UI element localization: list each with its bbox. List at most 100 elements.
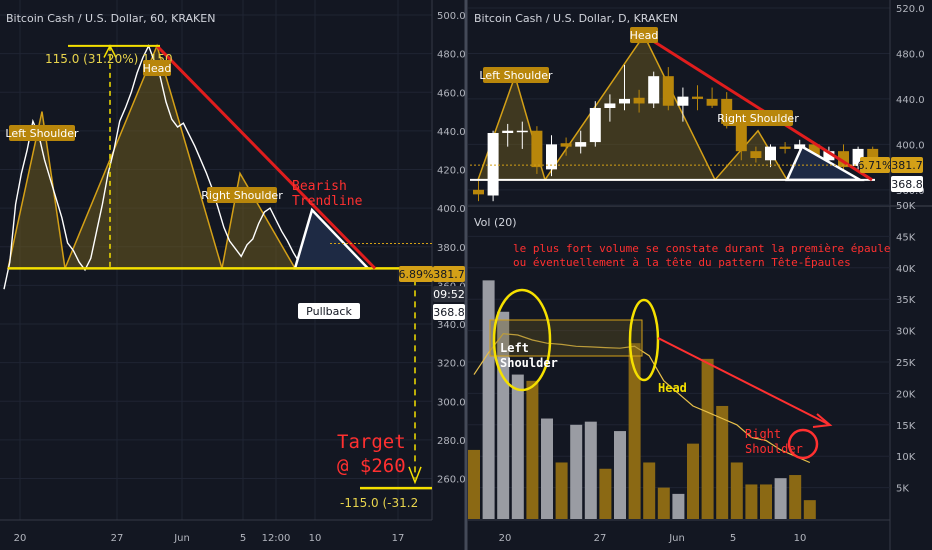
left-y-tick: 260.0 bbox=[437, 475, 466, 486]
left-shoulder-label-bg bbox=[9, 125, 75, 141]
daily-change-badge-text: 6.71% bbox=[858, 159, 893, 172]
target-price-label: @ $260 bbox=[337, 455, 406, 477]
daily-candle bbox=[823, 151, 835, 161]
daily-neck-badge-text: 368.8 bbox=[891, 178, 923, 191]
volume-y-tick: 30K bbox=[896, 327, 916, 338]
left-x-tick: 10 bbox=[309, 533, 322, 544]
measure-arrow-icon bbox=[103, 44, 117, 58]
right-shoulder-circle bbox=[787, 428, 819, 460]
left-y-tick: 280.0 bbox=[437, 436, 466, 447]
price-line bbox=[3, 44, 329, 290]
left-y-tick: 420.0 bbox=[437, 166, 466, 177]
volume-bar bbox=[730, 462, 743, 519]
left-x-tick: 5 bbox=[240, 533, 246, 544]
volume-bar bbox=[716, 405, 729, 519]
left-x-tick: Jun bbox=[173, 533, 190, 544]
daily-candle bbox=[560, 143, 572, 147]
left-neck-badge-text: 368.8 bbox=[433, 306, 465, 319]
volume-bar bbox=[468, 449, 480, 519]
daily-candle bbox=[662, 76, 674, 106]
daily-y-tick: 520.0 bbox=[896, 4, 925, 15]
daily-candle bbox=[531, 130, 543, 168]
volume-bar bbox=[701, 358, 714, 519]
left-change-badge-bg bbox=[399, 266, 433, 282]
daily-candle bbox=[735, 123, 747, 152]
daily-candle bbox=[867, 148, 879, 165]
daily-right-shoulder-label-text: Right Shoulder bbox=[717, 112, 799, 125]
daily-candle bbox=[516, 130, 528, 133]
daily-change-badge: 6.71% bbox=[858, 157, 893, 173]
left-shoulder-label-text: Left Shoulder bbox=[5, 127, 79, 140]
left-y-tick: 320.0 bbox=[437, 359, 466, 370]
daily-left-shoulder-label-bg bbox=[483, 67, 549, 83]
daily-trendline bbox=[643, 34, 873, 182]
left-time-badge-bg bbox=[433, 286, 465, 302]
volume-bar bbox=[511, 374, 524, 519]
daily-candle bbox=[852, 148, 864, 166]
volume-note: le plus fort volume se constate durant l… bbox=[513, 242, 891, 269]
daily-price-badge-bg bbox=[891, 157, 923, 173]
daily-neck-badge: 368.8 bbox=[891, 176, 923, 192]
volume-bar bbox=[614, 431, 626, 519]
daily-y-tick: 400.0 bbox=[896, 140, 925, 151]
volume-y-tick: 25K bbox=[896, 358, 916, 369]
volume-bar bbox=[745, 484, 758, 519]
daily-candle bbox=[706, 98, 718, 106]
pullback-label-bg bbox=[298, 303, 360, 319]
volume-bar bbox=[584, 421, 597, 519]
daily-candle bbox=[765, 146, 776, 161]
volume-y-tick: 45K bbox=[896, 232, 916, 243]
volume-y-tick: 50K bbox=[896, 201, 916, 212]
volume-bar bbox=[774, 478, 787, 519]
daily-y-tick: 480.0 bbox=[896, 49, 925, 60]
daily-left-shoulder-label-text: Left Shoulder bbox=[479, 69, 553, 82]
daily-chart-title: Bitcoin Cash / U.S. Dollar, D, KRAKEN bbox=[474, 12, 678, 25]
daily-candle bbox=[473, 189, 484, 195]
volume-bar bbox=[570, 424, 583, 519]
volume-bar bbox=[789, 475, 802, 519]
target-label: Target bbox=[337, 431, 406, 453]
left-y-tick: 440.0 bbox=[437, 127, 466, 138]
left-neck-badge: 368.8 bbox=[433, 304, 465, 320]
volume-y-tick: 5K bbox=[896, 484, 909, 495]
left-y-tick: 480.0 bbox=[437, 50, 466, 61]
bearish-trendline-label: Bearish Trendline bbox=[292, 179, 363, 209]
daily-left-shoulder-label: Left Shoulder bbox=[479, 67, 553, 83]
volume-title: Vol (20) bbox=[474, 216, 517, 229]
left-price-badge-bg bbox=[433, 266, 465, 282]
volume-bar bbox=[526, 380, 539, 519]
volume-bar bbox=[643, 462, 656, 519]
target-arrow-icon bbox=[408, 466, 422, 485]
daily-candle bbox=[619, 98, 630, 104]
volume-bar bbox=[482, 280, 495, 519]
volume-zone bbox=[489, 319, 643, 357]
left-x-tick: 17 bbox=[392, 533, 405, 544]
daily-candle bbox=[575, 142, 587, 147]
volume-y-tick: 40K bbox=[896, 264, 916, 275]
left-y-tick: 500.0 bbox=[437, 11, 466, 22]
daily-candle bbox=[750, 151, 762, 158]
daily-head-label-text: Head bbox=[630, 29, 659, 42]
left-shoulder-label: Left Shoulder bbox=[5, 125, 79, 141]
left-x-tick: 20 bbox=[14, 533, 27, 544]
daily-candle bbox=[648, 76, 660, 104]
volume-x-tick: 10 bbox=[794, 533, 807, 544]
left-x-tick: 27 bbox=[111, 533, 124, 544]
daily-candle bbox=[692, 96, 703, 99]
volume-bar bbox=[599, 468, 612, 519]
left-y-tick: 400.0 bbox=[437, 204, 466, 215]
daily-candle bbox=[677, 96, 689, 106]
left-change-badge: 6.89% bbox=[399, 266, 433, 282]
volume-bar bbox=[541, 418, 553, 519]
daily-y-tick: 440.0 bbox=[896, 95, 925, 106]
daily-price-badge-text: 381.7 bbox=[891, 159, 923, 172]
daily-neck-badge-bg bbox=[891, 176, 923, 192]
pullback-label-text: Pullback bbox=[306, 305, 352, 318]
volume-bar bbox=[672, 493, 685, 519]
daily-candle bbox=[589, 108, 601, 143]
left-x-tick: 12:00 bbox=[262, 533, 291, 544]
daily-candle bbox=[633, 97, 645, 104]
volume-x-tick: 27 bbox=[594, 533, 607, 544]
head-label: Head bbox=[143, 60, 171, 76]
